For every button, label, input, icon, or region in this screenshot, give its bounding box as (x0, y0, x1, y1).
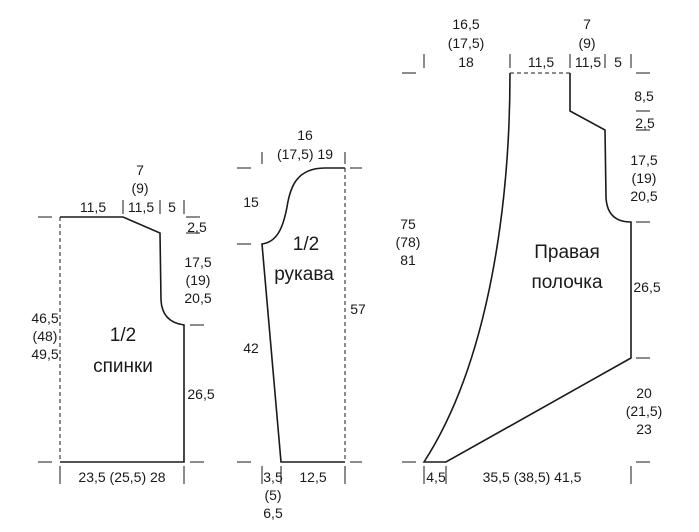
sleeve-top-width-1: 16 (297, 127, 313, 143)
back-title-1: 1/2 (110, 325, 136, 346)
back-height-2: (48) (33, 328, 58, 344)
back-armhole-1: 17,5 (184, 254, 211, 270)
front-armhole-1: 17,5 (630, 152, 657, 168)
front-piece: Правая полочка 16,5 (17,5) 18 7 (9) 11,5… (396, 16, 663, 485)
sleeve-total-length: 57 (350, 301, 366, 317)
front-neck-top-2: (9) (578, 35, 595, 51)
sleeve-title-1: 1/2 (293, 234, 319, 255)
front-neck-top-1: 7 (583, 16, 591, 32)
front-outline (422, 72, 632, 463)
front-slant-2: (21,5) (626, 403, 663, 419)
back-neck-mid: (9) (131, 180, 148, 196)
sleeve-bottom-offset-1: 3,5 (263, 469, 283, 485)
front-left-width-1: 16,5 (452, 16, 479, 32)
front-slant-1: 20 (636, 385, 652, 401)
back-shoulder-width: 11,5 (80, 199, 106, 215)
front-bottom-left: 4,5 (426, 469, 446, 485)
front-armhole-3: 20,5 (630, 188, 657, 204)
sleeve-piece: 1/2 рукава 16 (17,5) 19 15 42 57 3,5 (5)… (237, 127, 366, 521)
front-armhole-2: (19) (632, 170, 657, 186)
back-armhole-2: (19) (186, 272, 211, 288)
back-outline (60, 216, 185, 463)
front-bottom-width: 35,5 (38,5) 41,5 (483, 469, 582, 485)
front-height-1: 75 (400, 216, 416, 232)
sleeve-title-2: рукава (274, 264, 334, 285)
back-armhole-3: 20,5 (184, 290, 211, 306)
front-height-3: 81 (400, 252, 416, 268)
front-title-2: полочка (531, 272, 603, 293)
back-side-height: 26,5 (187, 386, 214, 402)
back-height-3: 49,5 (31, 346, 58, 362)
back-bottom-width: 23,5 (25,5) 28 (78, 469, 165, 485)
front-title-1: Правая (534, 242, 600, 263)
front-neck-low: 11,5 (575, 54, 601, 70)
back-neck-low: 11,5 (128, 199, 154, 215)
front-side-height: 26,5 (633, 279, 660, 295)
sleeve-cap-height: 15 (243, 194, 259, 210)
sleeve-cuff-width: 12,5 (299, 469, 326, 485)
front-left-width-2: (17,5) (448, 35, 485, 51)
front-neck-depth: 2,5 (635, 115, 655, 131)
front-left-width-3: 18 (458, 54, 474, 70)
front-slant-3: 23 (636, 421, 652, 437)
back-shoulder-offset: 5 (168, 199, 176, 215)
front-shoulder-width: 11,5 (528, 54, 554, 70)
sleeve-bottom-offset-3: 6,5 (263, 505, 283, 521)
back-piece: 1/2 спинки 7 (9) 11,5 11,5 5 2,5 17,5 (1… (31, 162, 214, 485)
back-neck-depth: 2,5 (187, 219, 207, 235)
front-shoulder-offset: 5 (614, 54, 622, 70)
back-neck-top: 7 (136, 162, 144, 178)
sleeve-side-length: 42 (243, 340, 259, 356)
back-title-2: спинки (93, 356, 153, 377)
back-height-1: 46,5 (31, 310, 58, 326)
front-shoulder-slope: 8,5 (634, 88, 654, 104)
sleeve-outline (261, 167, 345, 463)
sleeve-bottom-offset-2: (5) (264, 487, 281, 503)
sleeve-top-width-2: (17,5) 19 (277, 146, 333, 162)
front-height-2: (78) (396, 234, 421, 250)
